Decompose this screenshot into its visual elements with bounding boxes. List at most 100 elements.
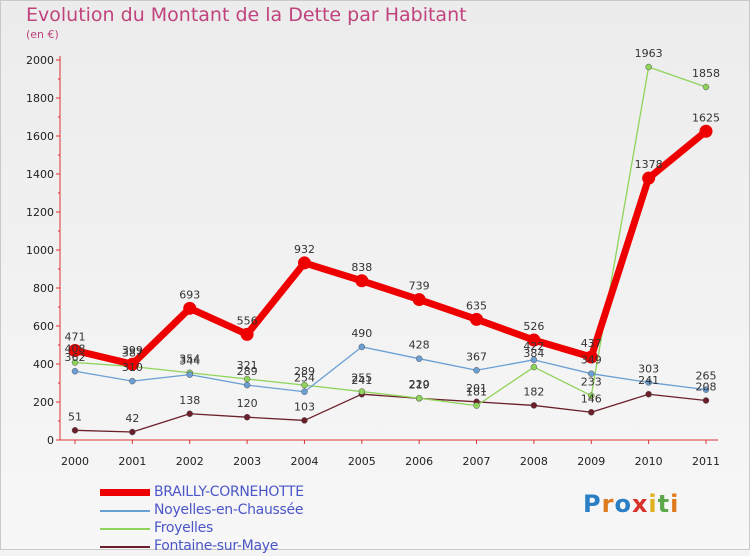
data-label-1: 349 xyxy=(581,354,602,367)
legend-label-froyelles: Froyelles xyxy=(154,520,213,536)
y-tick-label: 200 xyxy=(33,396,54,409)
data-label-2: 181 xyxy=(466,386,487,399)
series-point-2 xyxy=(473,402,480,409)
data-label-0: 471 xyxy=(65,331,86,344)
data-label-1: 367 xyxy=(466,350,487,363)
y-tick-label: 1400 xyxy=(26,168,54,181)
data-label-2: 354 xyxy=(179,353,200,366)
legend: BRAILLY-CORNEHOTTE Noyelles-en-Chaussée … xyxy=(100,484,360,556)
legend-item-brailly: BRAILLY-CORNEHOTTE xyxy=(100,484,360,502)
legend-swatch-brailly xyxy=(100,489,150,496)
data-label-3: 103 xyxy=(294,400,315,413)
data-label-0: 1378 xyxy=(635,158,663,171)
series-point-1 xyxy=(645,379,652,386)
y-tick-label: 800 xyxy=(33,282,54,295)
series-point-1 xyxy=(358,343,366,351)
legend-swatch-noyelles xyxy=(100,510,150,512)
series-point-3 xyxy=(530,402,538,409)
series-point-0 xyxy=(297,256,311,270)
x-tick-label: 2002 xyxy=(176,455,204,468)
series-point-1 xyxy=(186,371,193,378)
y-tick-label: 1600 xyxy=(26,130,54,143)
data-label-0: 556 xyxy=(237,314,258,327)
legend-label-noyelles: Noyelles-en-Chaussée xyxy=(154,502,304,518)
chart-title: Evolution du Montant de la Dette par Hab… xyxy=(26,4,467,26)
series-point-2 xyxy=(588,392,595,399)
data-label-1: 344 xyxy=(179,355,200,368)
data-label-0: 526 xyxy=(523,320,544,333)
data-label-3: 120 xyxy=(237,397,258,410)
legend-item-noyelles: Noyelles-en-Chaussée xyxy=(100,502,360,520)
series-point-2 xyxy=(71,359,79,366)
legend-label-brailly: BRAILLY-CORNEHOTTE xyxy=(154,484,304,500)
data-label-1: 428 xyxy=(409,339,430,352)
logo-letter: o xyxy=(614,490,632,518)
series-point-2 xyxy=(358,388,366,395)
data-label-3: 146 xyxy=(581,392,602,405)
x-tick-label: 2008 xyxy=(520,455,548,468)
x-tick-label: 2011 xyxy=(692,455,720,468)
series-point-2 xyxy=(301,381,308,389)
logo-letter: x xyxy=(631,490,649,518)
proxiti-logo: Proxiti xyxy=(583,490,679,518)
series-point-3 xyxy=(186,410,193,418)
series-point-1 xyxy=(243,381,251,389)
data-label-1: 254 xyxy=(294,372,315,385)
data-label-2: 387 xyxy=(122,346,143,359)
series-point-0 xyxy=(584,350,598,364)
x-tick-label: 2000 xyxy=(61,455,89,468)
series-point-2 xyxy=(415,394,423,402)
data-label-2: 1963 xyxy=(635,47,663,60)
series-point-3 xyxy=(301,417,308,424)
data-label-3: 219 xyxy=(409,378,430,391)
data-label-1: 303 xyxy=(638,362,659,375)
series-point-1 xyxy=(702,386,710,393)
data-label-0: 932 xyxy=(294,243,315,256)
data-label-2: 408 xyxy=(65,342,86,355)
series-point-0 xyxy=(699,124,713,138)
legend-swatch-fontaine xyxy=(100,546,150,548)
logo-letter: i xyxy=(670,490,680,518)
x-tick-label: 2007 xyxy=(463,455,491,468)
data-label-2: 220 xyxy=(409,378,430,391)
series-point-0 xyxy=(470,312,484,326)
data-label-0: 739 xyxy=(409,280,430,293)
data-label-0: 437 xyxy=(581,337,602,350)
series-point-0 xyxy=(125,357,139,371)
logo-letter: r xyxy=(601,490,615,518)
x-tick-label: 2003 xyxy=(233,455,261,468)
data-label-0: 838 xyxy=(351,261,372,274)
data-label-2: 1858 xyxy=(692,67,720,80)
series-point-3 xyxy=(588,409,595,416)
series-point-1 xyxy=(530,356,538,364)
legend-swatch-froyelles xyxy=(100,528,150,530)
series-point-0 xyxy=(412,293,426,307)
y-tick-label: 1200 xyxy=(26,206,54,219)
logo-letter: P xyxy=(583,490,602,518)
y-tick-label: 0 xyxy=(47,434,54,447)
series-point-0 xyxy=(642,171,656,185)
series-point-1 xyxy=(129,377,136,385)
data-label-2: 321 xyxy=(237,359,258,372)
data-label-2: 289 xyxy=(294,365,315,378)
series-point-1 xyxy=(71,367,79,375)
data-label-3: 241 xyxy=(351,374,372,387)
data-label-0: 399 xyxy=(122,344,143,357)
data-label-1: 490 xyxy=(351,327,372,340)
series-line-0 xyxy=(74,128,709,368)
series-point-1 xyxy=(473,367,480,374)
series-point-1 xyxy=(415,355,423,362)
x-tick-label: 2010 xyxy=(635,455,663,468)
data-label-3: 138 xyxy=(179,394,200,407)
logo-letter: t xyxy=(657,490,671,518)
series-point-0 xyxy=(355,274,369,288)
series-point-3 xyxy=(243,413,251,421)
series-point-0 xyxy=(183,301,197,315)
series-line-1 xyxy=(74,346,707,393)
data-label-2: 233 xyxy=(581,376,602,389)
x-tick-label: 2009 xyxy=(577,455,605,468)
data-label-3: 241 xyxy=(638,374,659,387)
data-label-1: 310 xyxy=(122,361,143,374)
y-tick-label: 600 xyxy=(33,320,54,333)
